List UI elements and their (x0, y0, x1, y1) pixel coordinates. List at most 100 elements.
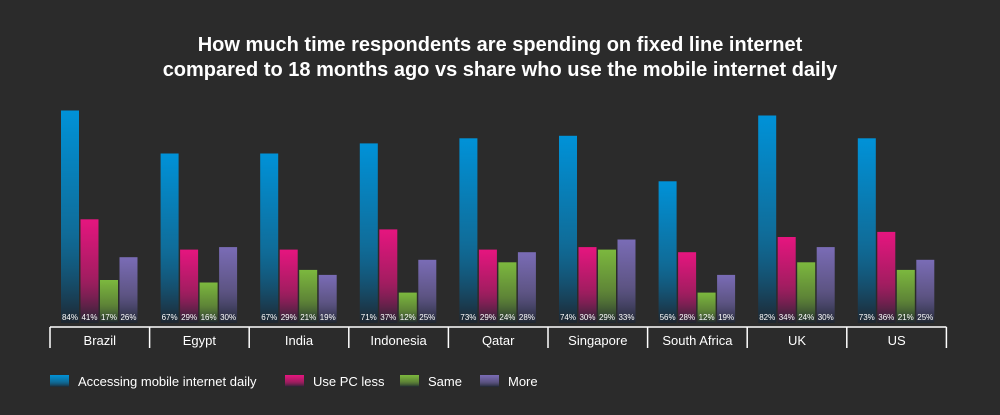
category-label-qatar: Qatar (482, 333, 515, 348)
legend-swatch-same (400, 375, 419, 387)
value-label-us-more: 25% (917, 313, 933, 322)
chart-title-line2: compared to 18 months ago vs share who u… (162, 59, 838, 81)
value-label-indonesia-more: 25% (419, 313, 435, 322)
value-label-brazil-same: 17% (101, 313, 117, 322)
value-label-indonesia-use-pc-less: 37% (380, 313, 396, 322)
bar-brazil-same (100, 280, 118, 323)
x-axis: Brazil Egypt India Indonesia Qatar Singapore S… (49, 326, 948, 348)
bar-singapore-accessing-mobile-internet-daily (559, 135, 577, 323)
bar-uk-use-pc-less (777, 237, 796, 323)
value-label-qatar-accessing-mobile-internet-daily: 73% (460, 313, 476, 322)
value-label-south-africa-accessing-mobile-internet-daily: 56% (660, 313, 676, 322)
value-label-indonesia-same: 12% (400, 313, 416, 322)
legend-item-more: More (480, 374, 538, 389)
bar-indonesia-accessing-mobile-internet-daily (359, 143, 378, 323)
bars-layer (61, 110, 935, 323)
value-label-brazil-use-pc-less: 41% (81, 313, 97, 322)
bar-singapore-same (598, 249, 616, 323)
bar-qatar-use-pc-less (478, 249, 497, 323)
value-label-uk-same: 24% (798, 313, 814, 322)
bar-uk-more (816, 247, 835, 323)
bar-india-same (299, 269, 318, 323)
value-label-uk-accessing-mobile-internet-daily: 82% (759, 313, 775, 322)
bar-egypt-same (199, 282, 218, 323)
bar-brazil-more (119, 257, 138, 323)
value-label-egypt-use-pc-less: 29% (181, 313, 197, 322)
category-label-brazil: Brazil (84, 333, 117, 348)
bar-singapore-more (617, 239, 636, 323)
legend: Accessing mobile internet daily Use PC le… (50, 374, 538, 389)
legend-swatch-accessing-mobile-internet-daily (50, 375, 69, 387)
value-label-india-accessing-mobile-internet-daily: 67% (261, 313, 277, 322)
value-label-us-same: 21% (898, 313, 914, 322)
bar-qatar-same (498, 262, 517, 323)
category-label-south-africa: South Africa (662, 333, 733, 348)
bar-indonesia-same (398, 292, 417, 323)
bar-singapore-use-pc-less (578, 247, 597, 323)
category-label-singapore: Singapore (568, 333, 627, 348)
category-label-india: India (285, 333, 314, 348)
value-label-qatar-same: 24% (499, 313, 515, 322)
value-label-brazil-accessing-mobile-internet-daily: 84% (62, 313, 78, 322)
bar-indonesia-more (418, 259, 437, 323)
legend-label-more: More (508, 374, 538, 389)
bar-egypt-accessing-mobile-internet-daily (160, 153, 179, 323)
value-label-brazil-more: 26% (120, 313, 136, 322)
legend-swatch-use-pc-less (285, 375, 304, 387)
value-labels-layer: 84% 41% 17% 26% 67% 29% 16% 30% 67% 29% 21% 19% 71% 3… (62, 313, 933, 322)
value-label-india-same: 21% (300, 313, 316, 322)
value-label-south-africa-same: 12% (699, 313, 715, 322)
category-label-us: US (888, 333, 906, 348)
legend-label-same: Same (428, 374, 462, 389)
value-label-uk-use-pc-less: 34% (779, 313, 795, 322)
bar-uk-accessing-mobile-internet-daily (758, 115, 777, 323)
bar-uk-same (797, 262, 816, 323)
bar-qatar-more (517, 252, 536, 323)
bar-south-africa-accessing-mobile-internet-daily (658, 181, 677, 323)
value-label-singapore-accessing-mobile-internet-daily: 74% (560, 313, 576, 322)
value-label-singapore-more: 33% (618, 313, 634, 322)
bar-south-africa-more (717, 274, 736, 323)
bar-egypt-more (219, 247, 238, 323)
bar-india-accessing-mobile-internet-daily (260, 153, 279, 323)
value-label-uk-more: 30% (818, 313, 834, 322)
legend-item-same: Same (400, 374, 462, 389)
bar-us-more (916, 259, 935, 323)
bar-indonesia-use-pc-less (379, 229, 398, 323)
bar-brazil-accessing-mobile-internet-daily (61, 110, 79, 323)
value-label-south-africa-use-pc-less: 28% (679, 313, 695, 322)
chart-title: How much time respondents are spending o… (0, 33, 1000, 83)
bar-us-use-pc-less (877, 231, 896, 323)
value-label-egypt-more: 30% (220, 313, 236, 322)
bar-us-same (896, 269, 915, 323)
legend-label-accessing-mobile-internet-daily: Accessing mobile internet daily (78, 374, 257, 389)
bar-india-use-pc-less (279, 249, 298, 323)
value-label-india-more: 19% (320, 313, 336, 322)
value-label-egypt-same: 16% (201, 313, 217, 322)
value-label-indonesia-accessing-mobile-internet-daily: 71% (361, 313, 377, 322)
legend-label-use-pc-less: Use PC less (313, 374, 385, 389)
bar-us-accessing-mobile-internet-daily (857, 138, 876, 323)
bar-brazil-use-pc-less (80, 219, 99, 323)
value-label-south-africa-more: 19% (718, 313, 734, 322)
bar-qatar-accessing-mobile-internet-daily (459, 138, 478, 323)
value-label-us-accessing-mobile-internet-daily: 73% (859, 313, 875, 322)
legend-item-accessing-mobile-internet-daily: Accessing mobile internet daily (50, 374, 257, 389)
legend-item-use-pc-less: Use PC less (285, 374, 385, 389)
category-label-egypt: Egypt (183, 333, 217, 348)
category-label-uk: UK (788, 333, 806, 348)
value-label-singapore-use-pc-less: 30% (579, 313, 595, 322)
category-label-indonesia: Indonesia (370, 333, 427, 348)
value-label-us-use-pc-less: 36% (878, 313, 894, 322)
bar-india-more (318, 274, 337, 323)
bar-egypt-use-pc-less (180, 249, 199, 323)
value-label-india-use-pc-less: 29% (281, 313, 297, 322)
value-label-qatar-use-pc-less: 29% (480, 313, 496, 322)
value-label-singapore-same: 29% (599, 313, 615, 322)
chart-title-line1: How much time respondents are spending o… (197, 34, 803, 56)
value-label-qatar-more: 28% (519, 313, 535, 322)
bar-south-africa-use-pc-less (678, 252, 697, 323)
value-label-egypt-accessing-mobile-internet-daily: 67% (162, 313, 178, 322)
legend-swatch-more (480, 375, 499, 387)
